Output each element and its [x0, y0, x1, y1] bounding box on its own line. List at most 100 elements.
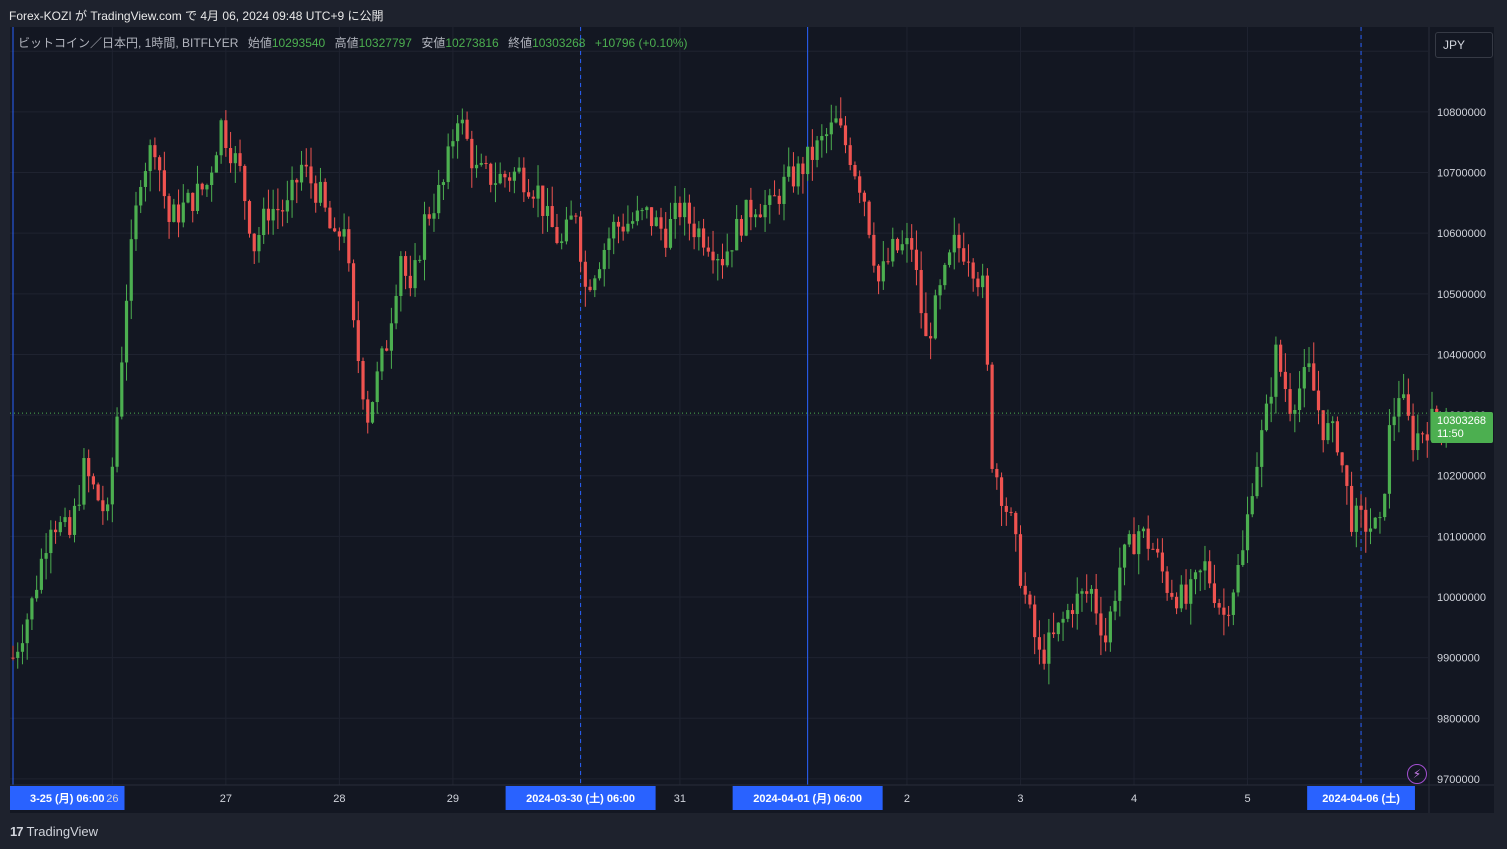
candle-body — [597, 269, 602, 279]
lightning-icon[interactable]: ⚡ — [1407, 764, 1427, 784]
open-value: 10293540 — [271, 36, 326, 50]
candle-body — [957, 234, 961, 249]
candle-body — [389, 323, 393, 351]
candle-body — [806, 146, 810, 175]
open-label: 始値 — [247, 36, 272, 50]
candle-body — [999, 477, 1004, 506]
candle-body — [238, 153, 242, 166]
time-axis-highlight — [732, 786, 883, 810]
candle-body — [72, 505, 77, 535]
candle-body — [564, 219, 569, 242]
candle-body — [271, 208, 275, 221]
candle-body — [1307, 363, 1311, 368]
candle-body — [820, 136, 824, 141]
candle-body — [1203, 561, 1207, 571]
candle-body — [167, 196, 171, 222]
candle-body — [754, 214, 758, 218]
candle-body — [1227, 614, 1231, 616]
candle-body — [621, 226, 625, 232]
candle-body — [1245, 514, 1250, 551]
candle-body — [735, 218, 739, 251]
candle-body — [172, 204, 176, 222]
x-tick-label: 2 — [904, 793, 910, 805]
candle-body — [181, 202, 185, 223]
candle-body — [1283, 371, 1287, 390]
candle-body — [872, 234, 876, 266]
candle-body — [654, 217, 658, 227]
candle-body — [579, 216, 583, 262]
candle-body — [77, 504, 81, 506]
candle-body — [1104, 635, 1108, 643]
candle-body — [673, 202, 677, 220]
candlestick-chart[interactable]: 9700000 9800000 9900000 10000000 10100000 102… — [10, 27, 1494, 813]
candle-body — [1383, 493, 1387, 518]
tradingview-wordmark: TradingView — [26, 824, 99, 839]
candle-body — [966, 261, 971, 263]
candle-body — [645, 207, 649, 211]
candle-body — [858, 176, 862, 193]
candle-body — [16, 651, 20, 658]
candle-body — [356, 320, 360, 362]
candle-body — [361, 361, 365, 400]
candle-body — [328, 207, 332, 229]
candle-body — [583, 261, 587, 287]
y-tick-label: 10200000 — [1437, 471, 1486, 483]
candle-body — [214, 155, 218, 173]
candle-body — [460, 119, 464, 124]
candle-body — [1420, 433, 1425, 435]
candle-body — [385, 348, 389, 351]
candle-body — [68, 517, 72, 535]
candle-body — [758, 214, 762, 218]
candle-body — [422, 214, 427, 260]
candle-body — [58, 522, 62, 533]
candle-body — [49, 529, 53, 554]
candle-body — [252, 233, 256, 252]
candle-body — [139, 186, 143, 206]
candle-body — [1108, 611, 1112, 643]
last-price-tag: 10303268 11:50 — [1431, 412, 1493, 443]
candle-body — [210, 172, 214, 186]
candle-body — [1208, 561, 1212, 584]
candle-body — [995, 468, 999, 478]
time-axis-highlight — [10, 786, 125, 810]
candle-body — [479, 163, 483, 165]
x-tick-label: 3 — [1017, 793, 1023, 805]
candle-body — [35, 589, 39, 599]
candle-body — [1392, 416, 1396, 426]
candle-body — [1312, 363, 1316, 391]
candle-body — [191, 192, 195, 211]
candle-body — [772, 195, 777, 197]
candle-body — [96, 484, 100, 501]
candle-body — [82, 458, 86, 505]
candle-body — [262, 208, 266, 236]
candle-body — [1212, 583, 1217, 604]
candle-body — [11, 657, 15, 659]
footer — [0, 813, 1507, 849]
candle-body — [1052, 632, 1056, 635]
tradingview-logo[interactable]: 17 TradingView — [10, 824, 98, 839]
candle-body — [1373, 517, 1377, 529]
candle-body — [1193, 572, 1198, 580]
candle-body — [763, 204, 767, 218]
candle-body — [437, 184, 441, 214]
candle-body — [867, 201, 871, 235]
candle-body — [134, 205, 138, 240]
currency-button[interactable]: JPY — [1435, 32, 1493, 58]
candle-body — [143, 171, 148, 187]
candle-body — [266, 208, 271, 221]
candle-body — [678, 202, 682, 218]
candle-body — [110, 466, 114, 505]
candle-body — [1170, 592, 1174, 597]
candle-body — [370, 402, 375, 423]
candle-body — [976, 278, 980, 288]
candle-body — [1004, 505, 1008, 512]
candle-body — [63, 517, 67, 523]
candle-body — [101, 500, 105, 512]
candle-body — [668, 219, 673, 248]
candle-body — [219, 120, 223, 156]
chart-area[interactable]: 9700000 9800000 9900000 10000000 10100000 102… — [10, 27, 1494, 813]
x-tick-label: 31 — [674, 793, 686, 805]
candle-body — [649, 207, 654, 227]
candle-body — [588, 286, 592, 291]
candle-body — [1406, 394, 1410, 416]
